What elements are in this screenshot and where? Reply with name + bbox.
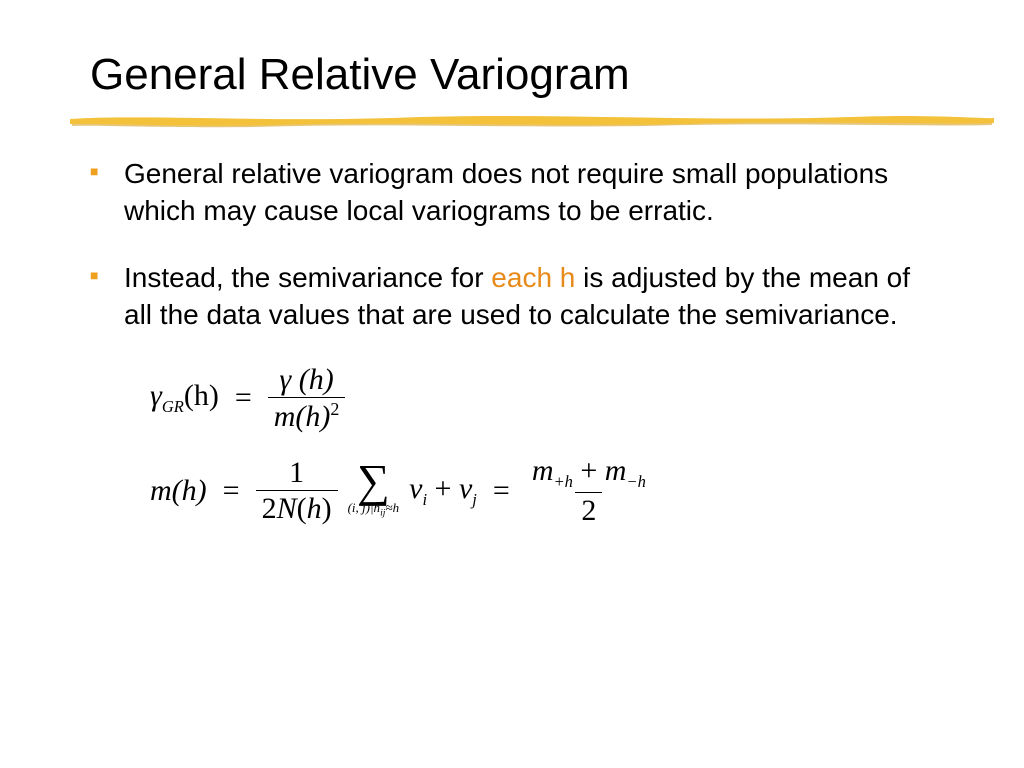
slide-title: General Relative Variogram: [90, 50, 934, 100]
equation-1: γGR(h) = γ (h) m(h)2: [150, 364, 934, 433]
eq2-sum: ∑ (i, j)|hij≈h: [348, 463, 400, 519]
eq2-equals-2: =: [487, 474, 516, 508]
bullet-item-1: General relative variogram does not requ…: [90, 156, 934, 230]
slide: General Relative Variogram General relat…: [0, 0, 1024, 768]
eq1-sub-gr: GR: [162, 397, 184, 416]
eq1-denominator: m(h)2: [268, 397, 346, 433]
eq2-frac2-den: 2: [575, 492, 602, 527]
eq2-sum-body: vi + vj: [409, 472, 477, 510]
eq2-frac-2: m+h + m−h 2: [526, 455, 652, 527]
bullet-2-highlight: each h: [491, 262, 575, 293]
bullet-2-prefix: Instead, the semivariance for: [124, 262, 491, 293]
bullet-list: General relative variogram does not requ…: [90, 156, 934, 334]
title-underline: [70, 112, 994, 128]
eq2-frac1-den: 2N(h): [256, 490, 338, 525]
bullet-1-text: General relative variogram does not requ…: [124, 158, 888, 226]
eq1-fraction: γ (h) m(h)2: [268, 364, 346, 433]
eq1-gamma: γ: [150, 379, 162, 412]
sigma-subscript: (i, j)|hij≈h: [348, 501, 400, 518]
bullet-item-2: Instead, the semivariance for each h is …: [90, 260, 934, 334]
eq2-lhs: m(h): [150, 474, 207, 508]
eq1-numerator: γ (h): [273, 364, 339, 398]
eq1-arg: (h): [184, 379, 219, 412]
eq2-frac1-num: 1: [283, 457, 310, 491]
eq2-equals-1: =: [217, 474, 246, 508]
eq1-equals: =: [229, 381, 258, 415]
eq2-frac2-num: m+h + m−h: [526, 455, 652, 492]
sigma-symbol: ∑: [357, 463, 390, 500]
eq2-frac-1: 1 2N(h): [256, 457, 338, 525]
equation-2: m(h) = 1 2N(h) ∑ (i, j)|hij≈h vi + vj = …: [150, 455, 934, 527]
eq1-lhs: γGR(h): [150, 379, 219, 417]
